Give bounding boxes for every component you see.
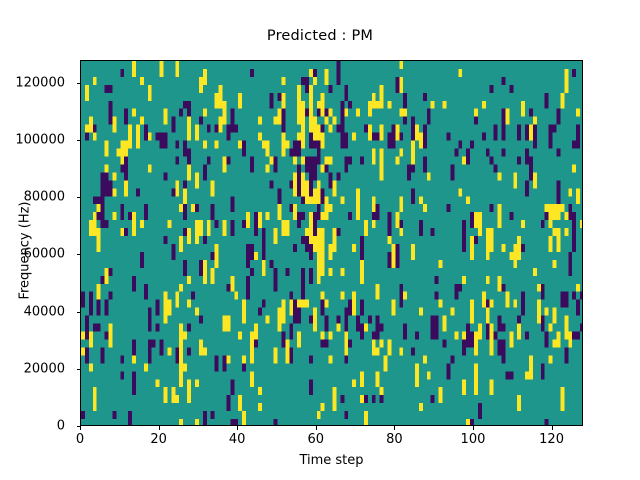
- y-tick-mark: [76, 311, 80, 313]
- x-tick-mark: [472, 426, 474, 430]
- y-tick-label: 100000: [15, 132, 65, 148]
- x-tick-label: 20: [150, 432, 167, 447]
- x-tick-mark: [237, 426, 239, 430]
- x-tick-mark: [80, 426, 81, 430]
- x-tick-label: 100: [460, 432, 486, 447]
- y-tick-label: 80000: [23, 189, 65, 205]
- heatmap-image: [81, 61, 582, 425]
- y-tick-mark: [76, 254, 80, 256]
- x-tick-label: 60: [307, 432, 325, 447]
- x-tick-mark: [551, 426, 553, 430]
- y-tick-label: 40000: [23, 304, 65, 320]
- x-tick-mark: [158, 426, 160, 430]
- page-title: Predicted : PM: [266, 28, 374, 44]
- x-tick-label: 0: [75, 432, 85, 447]
- y-tick-mark: [76, 140, 80, 142]
- x-tick-label: 120: [539, 432, 564, 447]
- y-tick-mark: [76, 368, 80, 370]
- x-tick-label: 40: [228, 432, 246, 447]
- x-axis-label: Time step: [299, 453, 364, 468]
- y-tick-mark: [76, 197, 80, 199]
- x-tick-mark: [315, 426, 317, 430]
- x-tick-label: 80: [386, 432, 403, 447]
- heatmap-plot-area: [80, 60, 583, 426]
- x-tick-mark: [394, 426, 396, 430]
- y-tick-label: 0: [56, 418, 65, 434]
- y-tick-label: 20000: [23, 361, 65, 377]
- y-axis-label: Frequency (Hz): [17, 201, 33, 300]
- y-tick-label: 60000: [23, 246, 65, 262]
- y-tick-label: 120000: [15, 75, 65, 91]
- y-tick-mark: [76, 426, 80, 427]
- y-tick-mark: [76, 82, 80, 84]
